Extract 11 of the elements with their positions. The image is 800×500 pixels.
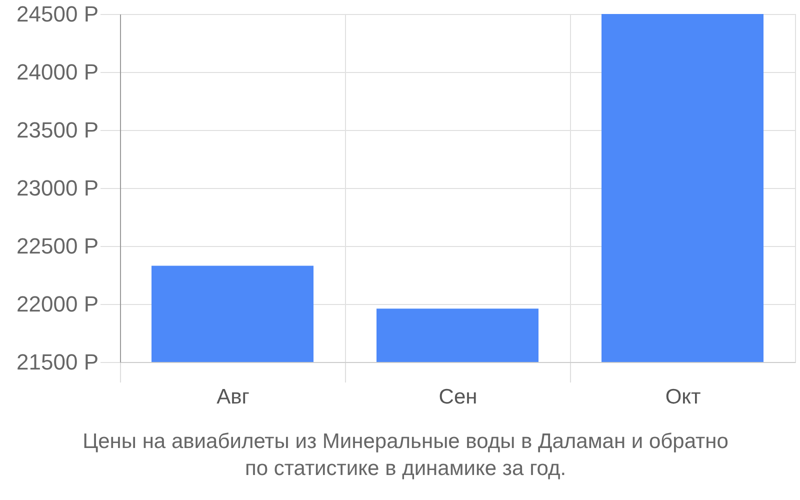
y-tick-label: 21500 Р [16,350,98,374]
y-tick-label: 24500 Р [16,2,98,26]
y-tick-label: 22500 Р [16,234,98,258]
text: Цены на авиабилеты из Минеральные воды в Даламан и обратно по статистике в динамике за год. [82,430,728,480]
y-tick-label: 23000 Р [16,176,98,200]
y-tick-label: 23500 Р [16,118,98,142]
x-tick-label: Окт [665,386,702,408]
x-tick-label: Авг [216,386,250,408]
y-tick-label: 24000 Р [16,60,98,84]
y-tick-label: 22000 Р [16,292,98,316]
x-tick-label: Сен [438,386,478,408]
